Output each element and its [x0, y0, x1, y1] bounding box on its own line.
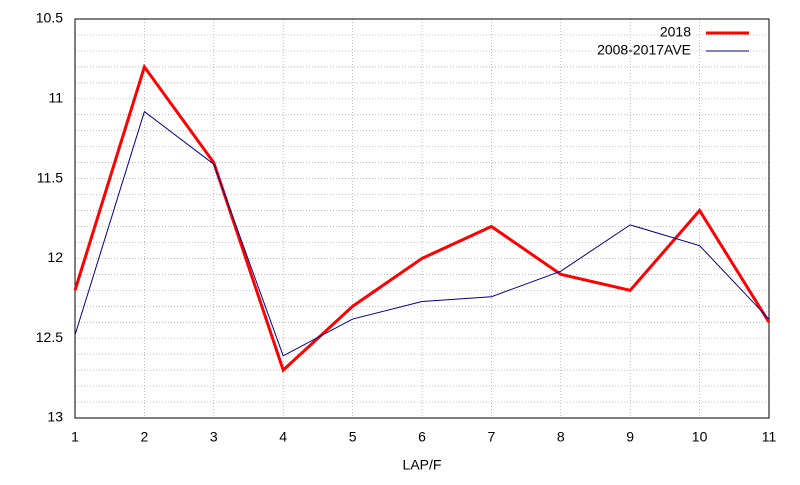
x-tick-label: 11 — [762, 429, 777, 445]
x-tick-label: 4 — [279, 429, 287, 445]
y-tick-label: 11.5 — [37, 169, 63, 185]
x-axis-label: LAP/F — [403, 457, 442, 473]
legend-label: 2018 — [660, 24, 691, 40]
y-tick-label: 13 — [47, 409, 63, 425]
series-line — [74, 110, 770, 357]
x-tick-label: 8 — [557, 429, 565, 445]
x-tick-label: 10 — [692, 429, 708, 445]
x-tick-label: 9 — [626, 429, 634, 445]
x-tick-label: 7 — [488, 429, 496, 445]
x-tick-label: 2 — [141, 429, 149, 445]
x-tick-label: 6 — [418, 429, 426, 445]
legend-label: 2008-2017AVE — [597, 42, 691, 58]
y-tick-label: 12 — [47, 249, 63, 265]
y-tick-label: 11 — [48, 90, 63, 106]
series-line — [73, 63, 771, 373]
x-tick-label: 5 — [349, 429, 357, 445]
x-tick-label: 1 — [71, 429, 79, 445]
y-tick-label: 12.5 — [36, 329, 63, 345]
plot-border — [74, 18, 770, 419]
y-tick-label: 10.5 — [36, 10, 63, 26]
x-tick-label: 3 — [210, 429, 218, 445]
